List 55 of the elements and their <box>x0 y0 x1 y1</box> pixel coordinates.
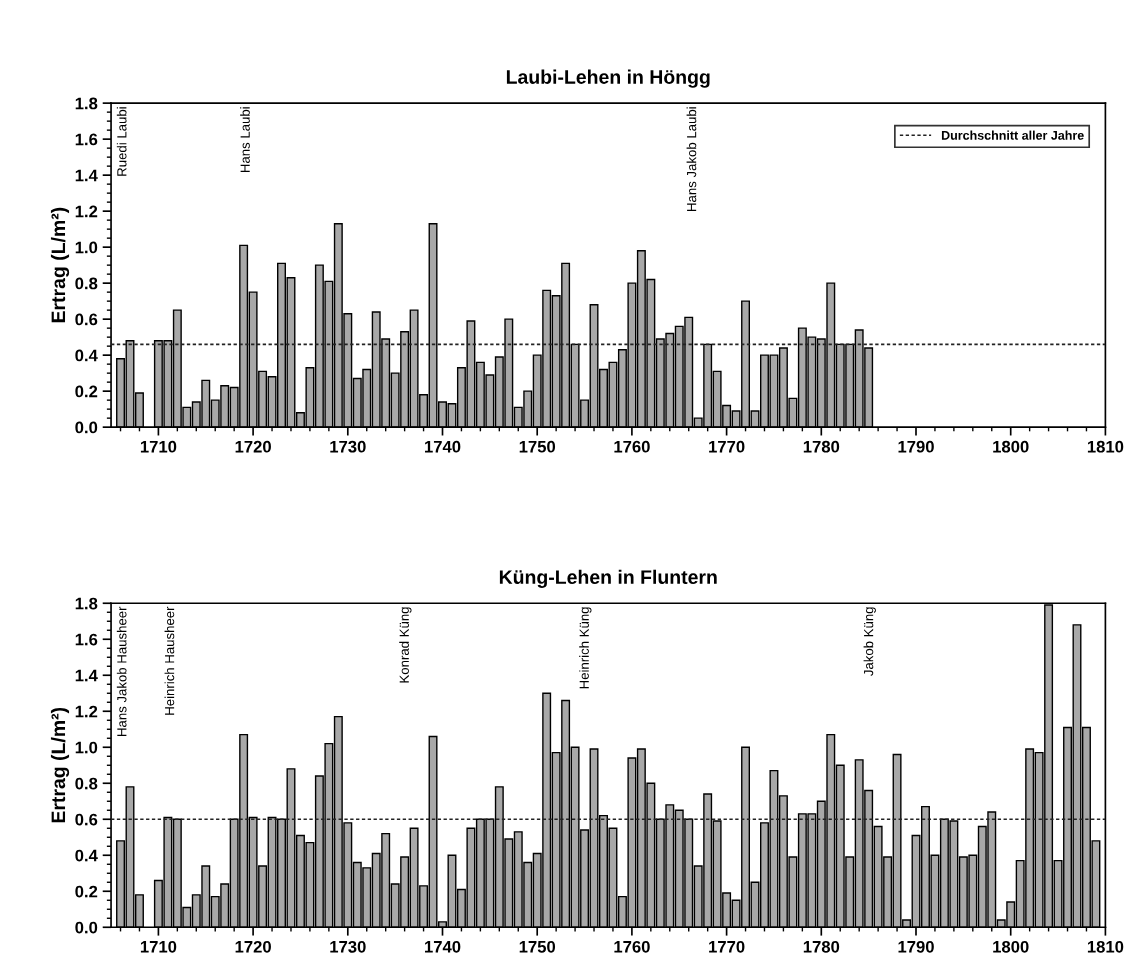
x-tick-label: 1710 <box>140 940 177 953</box>
y-tick-label: 0.4 <box>75 349 98 362</box>
chart-title: Küng-Lehen in Fluntern <box>499 569 717 588</box>
y-tick-label: 1.6 <box>75 633 98 646</box>
y-tick-label: 1.8 <box>75 97 98 110</box>
x-tick-label: 1720 <box>235 940 271 953</box>
annotation: Hans Jakob Laubi <box>686 107 697 211</box>
y-tick-label: 0.8 <box>75 277 98 290</box>
y-tick-label: 0.6 <box>75 313 98 326</box>
x-tick-label: 1780 <box>803 940 840 953</box>
chart-title: Laubi-Lehen in Höngg <box>506 69 710 88</box>
x-tick-label: 1720 <box>235 440 271 453</box>
y-tick-label: 1.8 <box>75 597 98 610</box>
y-tick-label: 1.2 <box>75 705 98 718</box>
x-tick-label: 1790 <box>898 440 934 453</box>
x-tick-label: 1710 <box>140 440 177 453</box>
y-tick-label: 1.0 <box>75 241 98 254</box>
annotation: Hans Laubi <box>240 107 250 173</box>
y-tick-label: 0.2 <box>75 885 98 898</box>
y-tick-label: 0.6 <box>75 813 98 826</box>
x-tick-label: 1730 <box>330 940 366 953</box>
y-axis-title: Ertrag (L/m²) <box>50 207 70 323</box>
y-tick-label: 0.0 <box>75 921 98 934</box>
y-tick-label: 1.2 <box>75 205 98 218</box>
x-tick-label: 1810 <box>1087 440 1124 453</box>
legend-label: Durchschnitt aller Jahre <box>941 130 1084 140</box>
y-tick-label: 0.2 <box>75 385 98 398</box>
x-tick-label: 1740 <box>425 440 461 453</box>
y-tick-label: 1.4 <box>75 669 98 682</box>
x-tick-label: 1770 <box>709 440 745 453</box>
x-tick-label: 1760 <box>614 940 650 953</box>
x-tick-label: 1760 <box>614 440 650 453</box>
x-tick-label: 1750 <box>519 440 556 453</box>
y-tick-label: 1.0 <box>75 741 98 754</box>
annotation: Konrad Küng <box>399 607 412 683</box>
x-tick-label: 1800 <box>993 940 1029 953</box>
annotation: Jakob Küng <box>863 607 876 676</box>
annotation: Hans Jakob Hausheer <box>116 606 127 736</box>
x-tick-label: 1740 <box>425 940 461 953</box>
y-tick-label: 0.8 <box>75 777 98 790</box>
x-tick-label: 1790 <box>898 940 934 953</box>
x-tick-label: 1810 <box>1087 940 1124 953</box>
y-tick-label: 1.4 <box>75 169 98 182</box>
x-tick-label: 1770 <box>709 940 745 953</box>
y-tick-label: 0.4 <box>75 849 98 862</box>
y-tick-label: 0.0 <box>75 421 98 434</box>
y-tick-label: 1.6 <box>75 133 98 146</box>
x-tick-label: 1780 <box>803 440 840 453</box>
x-tick-label: 1730 <box>330 440 366 453</box>
annotation: Heinrich Küng <box>579 607 592 689</box>
x-tick-label: 1800 <box>993 440 1029 453</box>
y-axis-title: Ertrag (L/m²) <box>50 707 70 823</box>
x-tick-label: 1750 <box>519 940 556 953</box>
annotation: Heinrich Hausheer <box>164 606 175 715</box>
annotation: Ruedi Laubi <box>116 107 127 176</box>
